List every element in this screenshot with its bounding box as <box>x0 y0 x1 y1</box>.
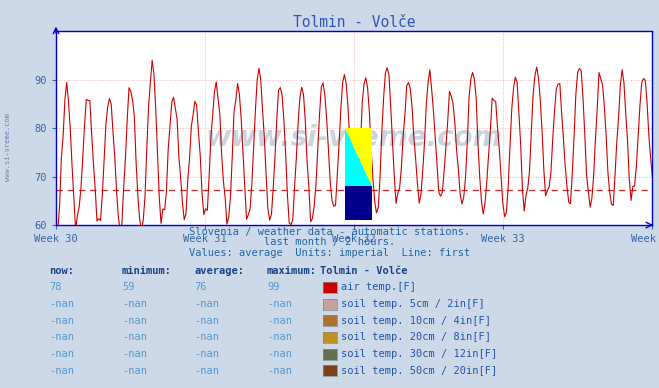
Text: -nan: -nan <box>49 315 74 326</box>
Text: maximum:: maximum: <box>267 265 317 275</box>
Text: -nan: -nan <box>194 315 219 326</box>
Text: -nan: -nan <box>49 349 74 359</box>
Text: -nan: -nan <box>267 332 292 342</box>
Text: -nan: -nan <box>194 349 219 359</box>
Text: now:: now: <box>49 265 74 275</box>
Text: soil temp. 50cm / 20in[F]: soil temp. 50cm / 20in[F] <box>341 365 498 376</box>
Text: -nan: -nan <box>194 299 219 309</box>
Text: Values: average  Units: imperial  Line: first: Values: average Units: imperial Line: fi… <box>189 248 470 258</box>
Text: -nan: -nan <box>122 299 147 309</box>
Text: soil temp. 30cm / 12in[F]: soil temp. 30cm / 12in[F] <box>341 349 498 359</box>
Text: -nan: -nan <box>267 365 292 376</box>
Polygon shape <box>345 128 372 186</box>
Text: -nan: -nan <box>49 332 74 342</box>
Text: last month / 2 hours.: last month / 2 hours. <box>264 237 395 247</box>
Text: minimum:: minimum: <box>122 265 172 275</box>
Text: 99: 99 <box>267 282 279 292</box>
Polygon shape <box>345 128 372 186</box>
Text: air temp.[F]: air temp.[F] <box>341 282 416 292</box>
Text: -nan: -nan <box>194 332 219 342</box>
Text: soil temp. 20cm / 8in[F]: soil temp. 20cm / 8in[F] <box>341 332 492 342</box>
Text: -nan: -nan <box>49 299 74 309</box>
Text: -nan: -nan <box>267 349 292 359</box>
Text: -nan: -nan <box>122 332 147 342</box>
Text: average:: average: <box>194 265 244 275</box>
Text: -nan: -nan <box>122 365 147 376</box>
Text: soil temp. 10cm / 4in[F]: soil temp. 10cm / 4in[F] <box>341 315 492 326</box>
Text: 78: 78 <box>49 282 62 292</box>
Text: Tolmin - Volče: Tolmin - Volče <box>320 265 407 275</box>
Text: -nan: -nan <box>194 365 219 376</box>
Title: Tolmin - Volče: Tolmin - Volče <box>293 15 415 30</box>
Text: Slovenia / weather data - automatic stations.: Slovenia / weather data - automatic stat… <box>189 227 470 237</box>
Text: 76: 76 <box>194 282 207 292</box>
Text: www.si-vreme.com: www.si-vreme.com <box>5 113 11 182</box>
Text: -nan: -nan <box>267 299 292 309</box>
Text: -nan: -nan <box>49 365 74 376</box>
Bar <box>345 186 372 220</box>
Text: www.si-vreme.com: www.si-vreme.com <box>206 124 502 152</box>
Text: -nan: -nan <box>122 349 147 359</box>
Text: -nan: -nan <box>122 315 147 326</box>
Text: 59: 59 <box>122 282 134 292</box>
Text: soil temp. 5cm / 2in[F]: soil temp. 5cm / 2in[F] <box>341 299 485 309</box>
Text: -nan: -nan <box>267 315 292 326</box>
